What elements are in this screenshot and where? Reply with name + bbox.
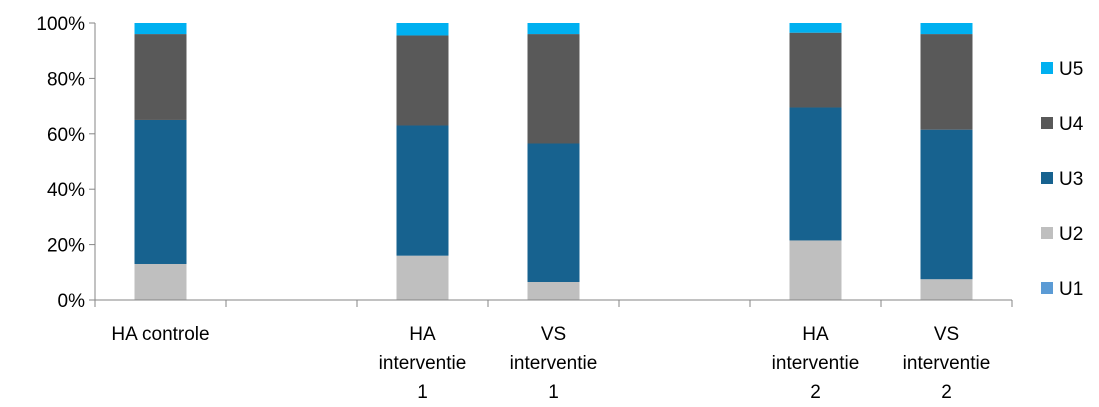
legend-swatch xyxy=(1041,172,1053,184)
bar-segment-u2-6 xyxy=(920,279,973,300)
bar-segment-u3-0 xyxy=(134,119,187,264)
legend: U5 U4 U3 U2 U1 xyxy=(1041,59,1084,300)
axes-layer xyxy=(89,22,1013,307)
bar-segment-u2-0 xyxy=(134,263,187,300)
bar-segment-u5-6 xyxy=(920,23,973,35)
legend-swatch xyxy=(1041,117,1053,129)
bar-segment-u5-2 xyxy=(396,23,449,36)
x-category-label: VS interventie 1 xyxy=(510,324,598,403)
x-category-label: HA interventie 1 xyxy=(379,324,467,403)
y-axis-labels: 0% 20% 40% 60% 80% 100% xyxy=(36,14,85,312)
legend-item-u1: U1 xyxy=(1041,279,1083,300)
bar-segment-u3-6 xyxy=(920,129,973,280)
bar-segment-u3-5 xyxy=(789,107,842,241)
y-tick-label: 60% xyxy=(47,125,85,146)
bar-segment-u4-6 xyxy=(920,34,973,130)
bars-layer xyxy=(134,23,973,300)
legend-swatch xyxy=(1041,282,1053,294)
y-tick-label: 80% xyxy=(47,69,85,90)
legend-label: U5 xyxy=(1059,59,1083,80)
y-tick-label: 0% xyxy=(58,291,86,312)
bar-segment-u2-2 xyxy=(396,255,449,300)
y-tick-label: 100% xyxy=(36,14,85,35)
bar-segment-u4-0 xyxy=(134,34,187,120)
x-axis-labels: HA controle HA interventie 1 VS interventie 1 H… xyxy=(111,324,990,403)
bar-segment-u4-3 xyxy=(527,34,580,144)
legend-item-u2: U2 xyxy=(1041,224,1083,245)
legend-label: U2 xyxy=(1059,224,1083,245)
x-category-label: HA interventie 2 xyxy=(772,324,860,403)
bar-segment-u5-5 xyxy=(789,23,842,33)
y-tick-label: 40% xyxy=(47,180,85,201)
bar-segment-u3-2 xyxy=(396,125,449,256)
bar-segment-u4-5 xyxy=(789,32,842,108)
bar-segment-u5-3 xyxy=(527,23,580,35)
legend-swatch xyxy=(1041,227,1053,239)
x-category-label: VS interventie 2 xyxy=(903,324,991,403)
legend-swatch xyxy=(1041,62,1053,74)
bar-segment-u2-3 xyxy=(527,282,580,300)
legend-item-u5: U5 xyxy=(1041,59,1083,80)
legend-label: U3 xyxy=(1059,169,1083,190)
y-tick-label: 20% xyxy=(47,236,85,257)
legend-item-u4: U4 xyxy=(1041,114,1084,135)
legend-label: U4 xyxy=(1059,114,1084,135)
legend-label: U1 xyxy=(1059,279,1083,300)
legend-item-u3: U3 xyxy=(1041,169,1083,190)
bar-segment-u3-3 xyxy=(527,143,580,282)
bar-segment-u4-2 xyxy=(396,35,449,126)
bar-segment-u5-0 xyxy=(134,23,187,35)
bar-segment-u2-5 xyxy=(789,240,842,300)
x-category-label: HA controle xyxy=(111,324,209,345)
